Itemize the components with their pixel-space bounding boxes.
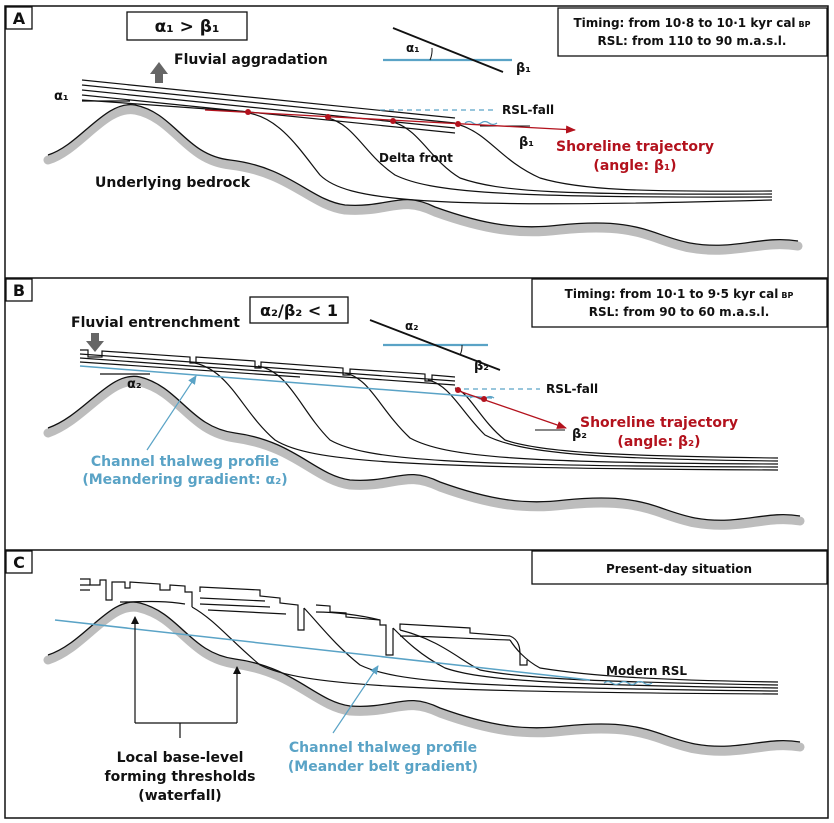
panel-a-timing-unit: BP: [799, 20, 811, 29]
panel-c-clinoforms: [191, 606, 779, 695]
panel-c-thalweg-pointer: [332, 665, 379, 734]
panel-c-terraces: [80, 578, 528, 666]
panel-a-clinoforms: [247, 112, 773, 205]
panel-c-thalweg-label2: (Meander belt gradient): [288, 759, 478, 775]
panel-a-rsl: RSL: from 110 to 90 m.a.s.l.: [598, 34, 787, 48]
panel-a-beta: β₁: [519, 135, 534, 150]
panel-b-angle-relation: α₂/β₂ < 1: [260, 301, 338, 320]
panel-b-rsl: RSL: from 90 to 60 m.a.s.l.: [589, 305, 770, 319]
panel-a-water-surface: [464, 120, 498, 126]
panel-b-rsl-value: from 90 to 60 m.a.s.l.: [619, 305, 769, 319]
panel-a-rsl-label: RSL:: [598, 34, 628, 48]
panel-c-thalweg-line: [54, 619, 591, 681]
panel-a-fluvial: Fluvial aggradation: [174, 52, 328, 68]
panel-a-rsl-value: from 110 to 90 m.a.s.l.: [628, 34, 787, 48]
panel-b-shoreline-label2: (angle: β₂): [617, 434, 700, 450]
panel-b-beta: β₂: [572, 427, 587, 442]
panel-c-threshold-label3: (waterfall): [138, 788, 221, 804]
panel-a-inset-beta: β₁: [516, 61, 531, 76]
panel-a-letter: A: [13, 9, 26, 28]
panel-c-situation: Present-day situation: [606, 562, 752, 576]
panel-b-thalweg-label1: Channel thalweg profile: [91, 454, 279, 470]
panel-b-shoreline-label1: Shoreline trajectory: [580, 415, 738, 431]
panel-b-alpha: α₂: [127, 377, 142, 392]
panel-a: A α₁ > β₁ Timing: from 10·8 to 10·1 kyr …: [5, 6, 828, 255]
panel-c-threshold-label1: Local base-level: [117, 750, 244, 766]
panel-c-situation-box: [531, 550, 828, 585]
panel-b-timing-unit: BP: [781, 291, 793, 300]
panel-b-shoreline-arrow: [455, 389, 567, 429]
panel-a-letter-box: [5, 6, 33, 30]
panel-a-timing-label: Timing:: [573, 16, 624, 30]
panel-a-rsl-fall: RSL-fall: [502, 103, 554, 117]
panel-b-fluvial: Fluvial entrenchment: [71, 315, 240, 331]
panel-a-inset-arc: [429, 47, 433, 61]
panel-a-delta-front: Delta front: [379, 151, 453, 165]
panel-a-shoreline-label2: (angle: β₁): [593, 158, 676, 174]
panel-b-angle-box: [249, 296, 349, 324]
panel-a-alpha: α₁: [54, 89, 69, 104]
panel-b-topsets: [79, 349, 456, 386]
panel-b-thalweg-pointer: [146, 375, 197, 451]
panel-b-inset-beta: β₂: [474, 359, 489, 374]
panel-b-timing-box: [531, 278, 828, 328]
panel-b-thalweg-label2: (Meandering gradient: α₂): [82, 472, 287, 488]
panel-a-angle-inset: α₁ β₁: [383, 27, 531, 76]
panel-c-threshold-label2: forming thresholds: [105, 769, 256, 785]
panel-a-bedrock: [43, 105, 803, 255]
panel-a-angle-relation: α₁ > β₁: [155, 17, 220, 37]
panel-c-water-surface: [603, 680, 653, 686]
panel-c-thalweg-label1: Channel thalweg profile: [289, 740, 477, 756]
panel-b-inset-slope: [369, 319, 501, 371]
panel-c: C Present-day situation: [5, 550, 828, 804]
panel-a-bedrock-edge: [47, 104, 799, 246]
panel-b-rsl-label: RSL:: [589, 305, 619, 319]
panel-b-bedrock: [43, 376, 805, 530]
panel-a-aggradation-arrow: [150, 62, 168, 83]
panel-a-inset-alpha: α₁: [406, 41, 420, 55]
figure-frame: [4, 5, 829, 819]
panel-b-thalweg-line: [79, 365, 493, 399]
panel-a-shoreline-label1: Shoreline trajectory: [556, 139, 714, 155]
panel-b-entrenchment-arrow: [86, 333, 104, 352]
panel-c-threshold-bracket: [131, 616, 241, 738]
panel-b-letter-box: [5, 278, 33, 302]
panel-b-timing-label: Timing:: [565, 287, 616, 301]
panel-a-timing-box: [557, 7, 828, 57]
panel-b-inset-arc: [459, 344, 463, 356]
panel-c-modern-rsl: Modern RSL: [606, 664, 687, 678]
panel-b-inset-alpha: α₂: [405, 319, 419, 333]
panel-b-shoreline-points: [455, 387, 487, 402]
panel-b-angle-inset: α₂ β₂: [369, 319, 501, 374]
panel-b-letter: B: [13, 281, 25, 300]
panel-b-timing: Timing: from 10·1 to 9·5 kyr cal BP: [565, 287, 794, 301]
panel-a-angle-box: [126, 11, 248, 41]
panel-b: B α₂/β₂ < 1 Timing: from 10·1 to 9·5 kyr…: [5, 278, 828, 530]
panel-c-letter-box: [5, 550, 33, 574]
panel-a-bedrock-label: Underlying bedrock: [95, 175, 251, 191]
panel-a-timing: Timing: from 10·8 to 10·1 kyr cal BP: [573, 16, 810, 30]
panel-b-clinoforms: [189, 361, 779, 471]
panel-c-letter: C: [13, 553, 25, 572]
panel-a-timing-value: from 10·8 to 10·1 kyr cal: [624, 16, 795, 30]
panel-c-bedrock-edge: [47, 601, 801, 747]
panel-a-shoreline-arrow: [204, 109, 576, 134]
panel-b-rsl-fall: RSL-fall: [546, 382, 598, 396]
panel-a-inset-slope: [392, 27, 504, 73]
panel-b-timing-value: from 10·1 to 9·5 kyr cal: [616, 287, 779, 301]
panel-c-bedrock: [43, 602, 805, 756]
panel-a-shoreline-points: [245, 109, 461, 127]
panel-b-bedrock-edge: [47, 375, 801, 521]
